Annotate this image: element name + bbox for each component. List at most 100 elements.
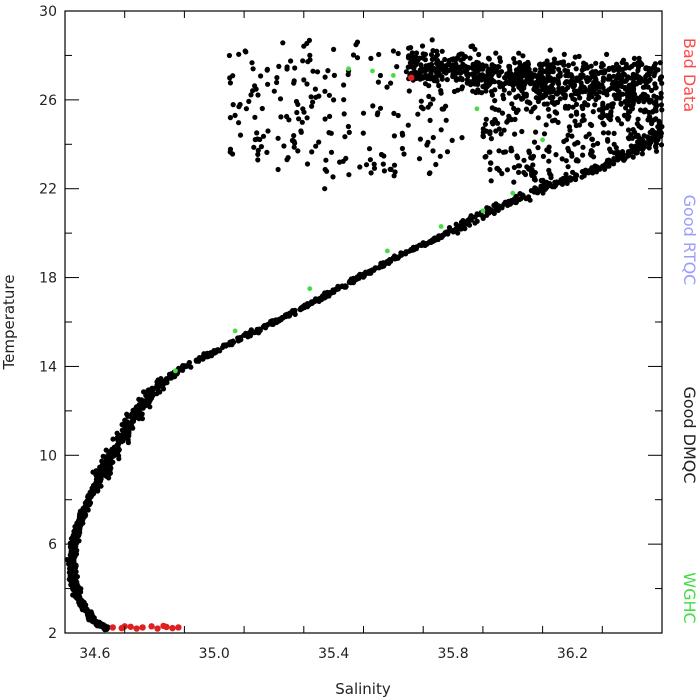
dmqc-point <box>255 157 261 163</box>
dmqc-point <box>313 143 319 149</box>
dmqc-point <box>476 51 482 58</box>
dmqc-point <box>540 75 546 81</box>
dmqc-point <box>443 117 449 123</box>
dmqc-point <box>551 65 557 71</box>
dmqc-point <box>532 170 538 176</box>
dmqc-point <box>337 159 343 165</box>
dmqc-point <box>125 413 131 419</box>
dmqc-point <box>304 81 310 87</box>
dmqc-point <box>590 142 596 148</box>
dmqc-point <box>143 400 149 406</box>
dmqc-point <box>106 475 112 481</box>
dmqc-point <box>256 330 262 336</box>
dmqc-point <box>388 166 394 172</box>
dmqc-point <box>227 146 234 152</box>
dmqc-point <box>502 149 509 155</box>
dmqc-point <box>286 117 292 123</box>
dmqc-point <box>586 93 593 99</box>
dmqc-point <box>86 617 92 623</box>
dmqc-point <box>263 322 269 328</box>
legend-entry: Good DMQC <box>680 386 699 483</box>
dmqc-point <box>611 141 617 147</box>
dmqc-point <box>90 469 96 475</box>
x-axis-title: Salinity <box>335 680 391 698</box>
plot-area <box>64 10 665 634</box>
dmqc-point <box>274 317 280 323</box>
dmqc-point <box>593 81 599 87</box>
dmqc-point <box>492 87 498 93</box>
dmqc-point <box>515 155 521 161</box>
dmqc-point <box>149 385 155 391</box>
dmqc-point <box>236 120 242 126</box>
dmqc-point <box>508 81 514 87</box>
dmqc-point <box>634 74 640 81</box>
wghc-point <box>390 73 396 78</box>
dmqc-point <box>437 153 443 159</box>
dmqc-point <box>599 106 605 112</box>
dmqc-point <box>658 75 664 81</box>
dmqc-point <box>493 206 499 213</box>
dmqc-point <box>434 57 441 64</box>
dmqc-point <box>399 130 405 136</box>
dmqc-point <box>194 357 200 363</box>
dmqc-point <box>408 59 414 65</box>
dmqc-point <box>643 65 649 71</box>
dmqc-point <box>304 115 310 121</box>
dmqc-point <box>600 120 606 126</box>
dmqc-point <box>581 117 587 123</box>
dmqc-point <box>77 516 84 522</box>
dmqc-point <box>442 56 448 63</box>
dmqc-point <box>99 458 105 464</box>
dmqc-point <box>566 148 572 154</box>
dmqc-point <box>496 167 502 173</box>
dmqc-point <box>511 131 518 137</box>
dmqc-point <box>652 61 659 67</box>
dmqc-point <box>460 222 466 228</box>
dmqc-point <box>255 92 261 98</box>
dmqc-point <box>506 198 512 204</box>
dmqc-point <box>531 176 538 182</box>
x-tick-label: 34.6 <box>79 646 110 662</box>
dmqc-point <box>579 174 585 180</box>
dmqc-point <box>607 117 614 123</box>
dmqc-point <box>525 59 531 65</box>
dmqc-point <box>604 51 610 58</box>
dmqc-point <box>657 60 663 66</box>
dmqc-point <box>159 381 166 387</box>
dmqc-point <box>227 80 233 86</box>
dmqc-point <box>381 153 387 159</box>
dmqc-point <box>573 122 579 129</box>
dmqc-point <box>562 94 568 100</box>
dmqc-point <box>435 69 441 75</box>
dmqc-point <box>422 72 428 78</box>
dmqc-point <box>341 82 347 88</box>
dmqc-point <box>532 67 538 73</box>
dmqc-point <box>426 93 432 99</box>
dmqc-point <box>107 470 113 476</box>
dmqc-point <box>394 64 400 70</box>
dmqc-point <box>433 161 439 168</box>
x-tick-label: 35.0 <box>199 646 230 662</box>
dmqc-point <box>659 107 665 113</box>
dmqc-point <box>226 52 232 59</box>
dmqc-point <box>382 260 388 266</box>
dmqc-point <box>127 420 133 426</box>
dmqc-point <box>147 404 153 410</box>
dmqc-point <box>406 88 412 94</box>
dmqc-point <box>69 575 75 581</box>
dmqc-point <box>535 145 541 151</box>
dmqc-point <box>511 56 517 62</box>
dmqc-point <box>100 453 106 459</box>
dmqc-point <box>630 154 636 160</box>
dmqc-point <box>625 99 631 105</box>
dmqc-point <box>422 51 428 58</box>
dmqc-point <box>285 311 291 318</box>
dmqc-point <box>647 117 653 123</box>
dmqc-point <box>615 116 621 122</box>
dmqc-point <box>595 164 601 170</box>
dmqc-point <box>438 127 444 133</box>
dmqc-point <box>580 72 586 78</box>
dmqc-point <box>647 129 653 135</box>
y-tick-label: 6 <box>48 537 57 553</box>
